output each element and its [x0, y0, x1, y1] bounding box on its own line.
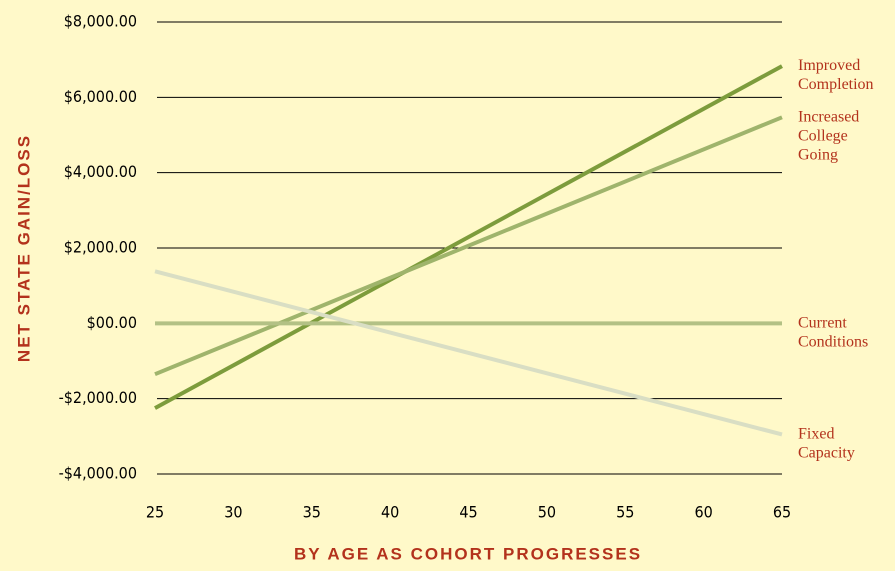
- series-label: Improved Completion: [798, 57, 874, 93]
- y-tick-label: $2,000.00: [64, 238, 137, 257]
- x-tick-label: 50: [538, 503, 556, 522]
- series-line: [154, 64, 783, 410]
- x-tick-label: 35: [303, 503, 321, 522]
- x-tick-label: 65: [773, 503, 791, 522]
- x-tick-label: 45: [459, 503, 477, 522]
- x-tick-label: 55: [616, 503, 634, 522]
- series-label: Increased College Going: [798, 108, 859, 163]
- series-label: Fixed Capacity: [798, 425, 855, 461]
- x-tick-label: 25: [146, 503, 164, 522]
- y-tick-label: $00.00: [87, 313, 137, 332]
- x-tick-label: 40: [381, 503, 399, 522]
- y-tick-label: $6,000.00: [64, 87, 137, 106]
- x-tick-label: 60: [694, 503, 712, 522]
- series-line: [154, 269, 783, 437]
- series-label: Current Conditions: [798, 314, 868, 350]
- y-tick-label: $4,000.00: [64, 162, 137, 181]
- series-line: [154, 115, 783, 377]
- y-axis-title: NET STATE GAIN/LOSS: [14, 134, 33, 362]
- y-tick-label: -$2,000.00: [59, 388, 137, 407]
- y-tick-label: -$4,000.00: [59, 464, 137, 483]
- x-axis-title: BY AGE AS COHORT PROGRESSES: [294, 544, 642, 563]
- x-tick-label: 30: [224, 503, 242, 522]
- y-tick-label: $8,000.00: [64, 12, 137, 31]
